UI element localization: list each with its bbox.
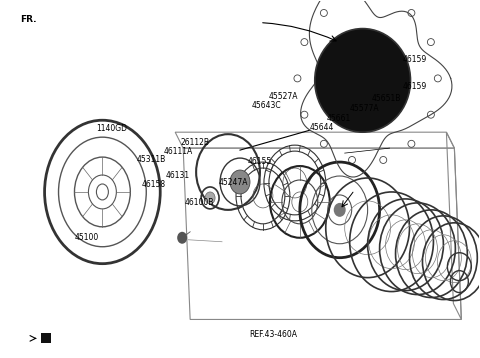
Text: 45311B: 45311B <box>137 155 167 164</box>
Ellipse shape <box>315 29 410 132</box>
Ellipse shape <box>177 232 187 244</box>
Text: 1140GD: 1140GD <box>96 124 127 133</box>
Text: 45100: 45100 <box>75 233 99 242</box>
Text: 46155: 46155 <box>247 157 271 166</box>
Text: 46111A: 46111A <box>163 147 192 156</box>
Text: REF.43-460A: REF.43-460A <box>250 330 298 339</box>
Text: 46159: 46159 <box>403 55 427 64</box>
Ellipse shape <box>205 192 215 204</box>
Text: 46158: 46158 <box>142 180 166 189</box>
Text: 45643C: 45643C <box>252 101 282 110</box>
Ellipse shape <box>230 170 250 194</box>
Polygon shape <box>41 333 50 343</box>
Text: 45651B: 45651B <box>372 94 401 103</box>
Text: 45644: 45644 <box>310 123 334 132</box>
Text: 46131: 46131 <box>166 171 190 180</box>
Text: 45247A: 45247A <box>218 178 248 187</box>
Text: FR.: FR. <box>20 15 36 24</box>
Text: 46159: 46159 <box>403 82 427 91</box>
Text: 46100B: 46100B <box>185 198 215 207</box>
Ellipse shape <box>334 203 346 217</box>
Text: 45527A: 45527A <box>269 92 298 101</box>
Text: 26112B: 26112B <box>180 138 209 147</box>
Text: 45661: 45661 <box>326 114 350 123</box>
Text: 45577A: 45577A <box>350 104 380 113</box>
